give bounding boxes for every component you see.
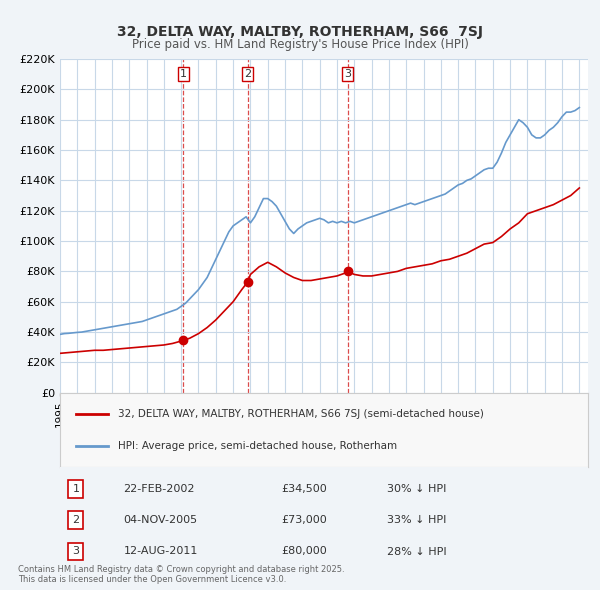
Text: 30% ↓ HPI: 30% ↓ HPI: [388, 484, 447, 494]
Text: 1: 1: [180, 69, 187, 79]
Text: £34,500: £34,500: [282, 484, 328, 494]
Text: 33% ↓ HPI: 33% ↓ HPI: [388, 515, 447, 525]
Text: 2: 2: [244, 69, 251, 79]
Text: 1: 1: [73, 484, 79, 494]
Text: 28% ↓ HPI: 28% ↓ HPI: [388, 546, 447, 556]
Text: £73,000: £73,000: [282, 515, 328, 525]
Text: Contains HM Land Registry data © Crown copyright and database right 2025.
This d: Contains HM Land Registry data © Crown c…: [18, 565, 344, 584]
Text: £80,000: £80,000: [282, 546, 328, 556]
Text: 3: 3: [344, 69, 351, 79]
Text: Price paid vs. HM Land Registry's House Price Index (HPI): Price paid vs. HM Land Registry's House …: [131, 38, 469, 51]
Text: HPI: Average price, semi-detached house, Rotherham: HPI: Average price, semi-detached house,…: [118, 441, 397, 451]
Text: 22-FEB-2002: 22-FEB-2002: [124, 484, 195, 494]
Text: 2: 2: [72, 515, 79, 525]
Text: 3: 3: [73, 546, 79, 556]
Text: 32, DELTA WAY, MALTBY, ROTHERHAM, S66 7SJ (semi-detached house): 32, DELTA WAY, MALTBY, ROTHERHAM, S66 7S…: [118, 408, 484, 418]
Text: 12-AUG-2011: 12-AUG-2011: [124, 546, 198, 556]
Text: 32, DELTA WAY, MALTBY, ROTHERHAM, S66  7SJ: 32, DELTA WAY, MALTBY, ROTHERHAM, S66 7S…: [117, 25, 483, 40]
Text: 04-NOV-2005: 04-NOV-2005: [124, 515, 197, 525]
